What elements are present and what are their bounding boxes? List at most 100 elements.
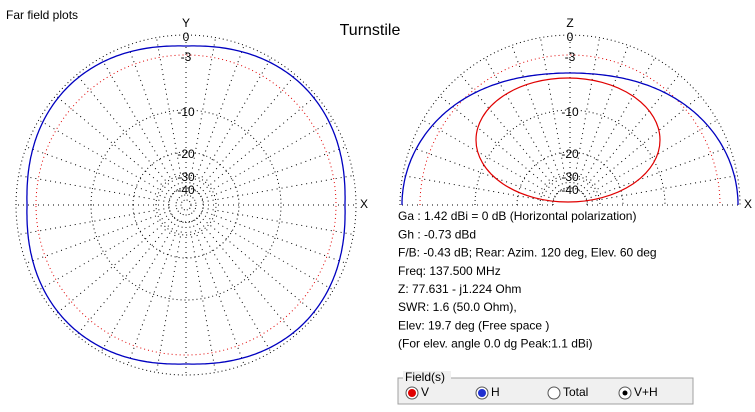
radial	[194, 57, 272, 191]
group-legend: Field(s)	[405, 370, 445, 384]
radial	[202, 174, 354, 203]
radial	[201, 210, 346, 264]
ring	[90, 109, 282, 301]
ring-label: -3	[565, 50, 576, 64]
radial	[585, 146, 730, 200]
radial	[511, 45, 565, 190]
radial	[200, 119, 334, 197]
ring-label: 0	[183, 30, 190, 44]
window-title: Far field plots	[6, 8, 78, 22]
radial	[460, 74, 560, 193]
radial	[586, 174, 738, 203]
radial	[100, 219, 178, 353]
ring-label: -3	[181, 50, 192, 64]
radial	[188, 221, 217, 373]
axis-label: Y	[182, 16, 190, 30]
ring	[35, 54, 337, 356]
radio-label[interactable]: V	[421, 385, 429, 399]
radial	[572, 37, 601, 189]
info-line: F/B: -0.43 dB; Rear: Azim. 120 deg, Elev…	[398, 246, 657, 260]
radio-dot	[622, 390, 628, 396]
radial	[194, 219, 272, 353]
radial	[188, 37, 217, 189]
radio-label[interactable]: V+H	[634, 385, 658, 399]
ring	[474, 109, 666, 206]
ring	[539, 174, 601, 206]
radial	[539, 37, 568, 189]
radial	[196, 217, 296, 336]
radial	[410, 146, 555, 200]
radial	[202, 207, 354, 236]
fields-group: Field(s) V H Total V+H	[397, 370, 694, 405]
radial	[582, 95, 701, 195]
info-line: Freq: 137.500 MHz	[398, 264, 501, 278]
radial	[127, 45, 181, 190]
radial	[76, 217, 176, 336]
ring	[168, 187, 204, 223]
radial	[76, 74, 176, 193]
ring-label: -10	[177, 105, 195, 119]
pattern-curve	[26, 45, 346, 365]
pattern-curve	[475, 77, 661, 203]
radial	[198, 95, 317, 195]
info-line: Elev: 19.7 deg (Free space )	[398, 318, 549, 332]
info-line: Ga : 1.42 dBi = 0 dB (Horizontal polariz…	[398, 209, 636, 223]
info-panel: Ga : 1.42 dBi = 0 dB (Horizontal polariz…	[398, 209, 657, 350]
radial	[155, 37, 184, 189]
radial	[127, 220, 181, 365]
radial	[18, 207, 170, 236]
info-line: SWR: 1.6 (50.0 Ohm),	[398, 300, 517, 314]
radial	[439, 95, 558, 195]
radial	[402, 174, 554, 203]
radial	[100, 57, 178, 191]
radial	[191, 220, 245, 365]
ring-label: -40	[177, 183, 195, 197]
info-line: Z: 77.631 - j1.224 Ohm	[398, 282, 521, 296]
legend-bg	[403, 371, 451, 383]
ring-label: 0	[567, 30, 574, 44]
radio-dot	[478, 389, 486, 397]
radial	[422, 119, 556, 197]
radial	[26, 210, 171, 264]
axis-label: Z	[566, 16, 573, 30]
radio[interactable]	[547, 386, 561, 400]
radial	[55, 95, 174, 195]
horizontal-plot: 0 -3 -10 -20 -30-40 Y X	[15, 16, 368, 376]
plot-title: Turnstile	[340, 22, 401, 39]
radial	[198, 215, 317, 315]
radial	[196, 74, 296, 193]
radial	[38, 119, 172, 197]
ring-label: -30	[561, 170, 579, 184]
radial	[18, 174, 170, 203]
radial	[575, 45, 629, 190]
ring-label: -40	[561, 183, 579, 197]
ring	[175, 194, 197, 216]
radio-label[interactable]: Total	[563, 385, 588, 399]
radial	[584, 119, 718, 197]
radial	[191, 45, 245, 190]
radial	[200, 213, 334, 291]
radial	[201, 146, 346, 200]
radial	[580, 74, 680, 193]
radial	[55, 215, 174, 315]
vertical-plot: 0 -3 -10 -20 -30-40 Z X	[399, 16, 752, 211]
axis-label: X	[360, 197, 368, 211]
radial	[578, 57, 656, 191]
radial	[38, 213, 172, 291]
radial	[26, 146, 171, 200]
axis-label: X	[744, 197, 752, 211]
ring-label: -20	[177, 147, 195, 161]
info-line: Gh : -0.73 dBd	[398, 227, 476, 241]
ring-label: -20	[561, 147, 579, 161]
ring	[180, 199, 192, 211]
radio-dot	[408, 389, 416, 397]
info-line: (For elev. angle 0.0 dg Peak:1.1 dBi)	[398, 337, 593, 351]
radial	[484, 57, 562, 191]
pattern-curve	[401, 72, 739, 205]
ring-label: -30	[177, 170, 195, 184]
radio-label[interactable]: H	[491, 385, 500, 399]
radial	[155, 221, 184, 373]
ring-label: -10	[561, 105, 579, 119]
